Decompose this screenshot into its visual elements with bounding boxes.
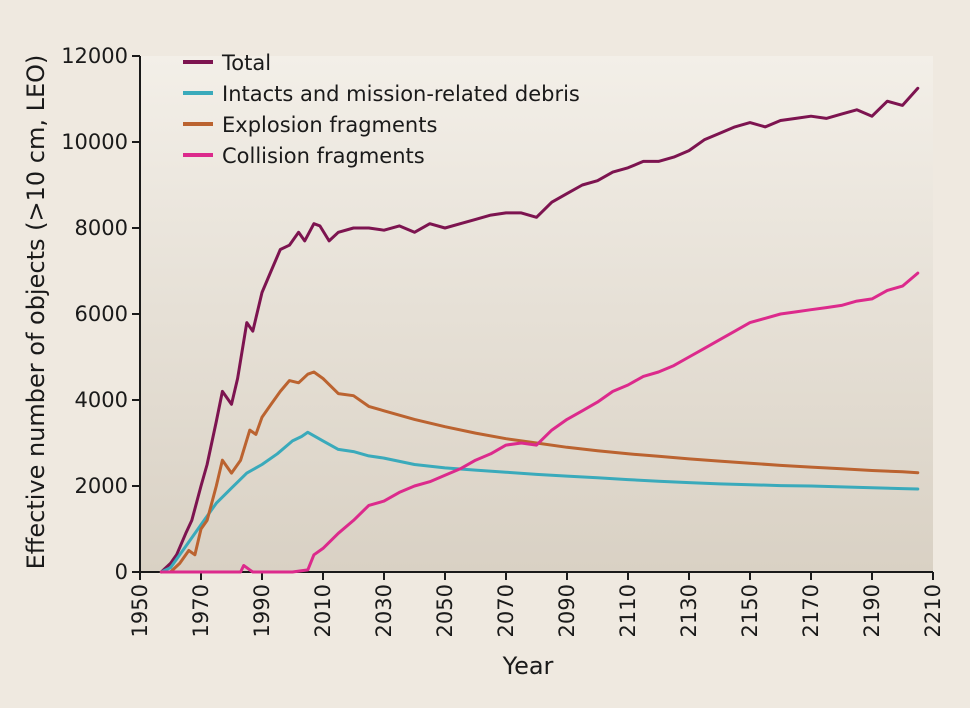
series-line-2 [159,430,920,574]
legend-label: Total [221,51,271,75]
x-tick-label: 1950 [128,584,152,637]
y-tick-label: 8000 [75,216,128,240]
series-line-4 [159,271,920,574]
x-tick-label: 2130 [677,584,701,637]
x-axis-title: Year [502,652,554,680]
y-tick-label: 2000 [75,474,128,498]
y-axis-title: Effective number of objects (>10 cm, LEO… [22,55,50,570]
y-tick-label: 10000 [61,130,128,154]
series-line-3 [159,370,920,574]
x-tick-label: 2110 [616,584,640,637]
x-tick-label: 2030 [372,584,396,637]
y-tick-label: 12000 [61,44,128,68]
x-tick-label: 1970 [189,584,213,637]
y-tick-label: 6000 [75,302,128,326]
legend-label: Collision fragments [222,144,425,168]
x-tick-label: 2210 [921,584,945,637]
x-tick-label: 2090 [555,584,579,637]
y-tick-label: 0 [115,560,128,584]
x-tick-label: 1990 [250,584,274,637]
x-tick-label: 2150 [738,584,762,637]
series-line-1 [159,86,920,574]
x-tick-label: 2070 [494,584,518,637]
x-tick-label: 2010 [311,584,335,637]
x-tick-label: 2190 [860,584,884,637]
y-tick-label: 4000 [75,388,128,412]
x-tick-label: 2170 [799,584,823,637]
x-tick-label: 2050 [433,584,457,637]
legend-label: Intacts and mission-related debris [222,82,580,106]
legend-label: Explosion fragments [222,113,437,137]
